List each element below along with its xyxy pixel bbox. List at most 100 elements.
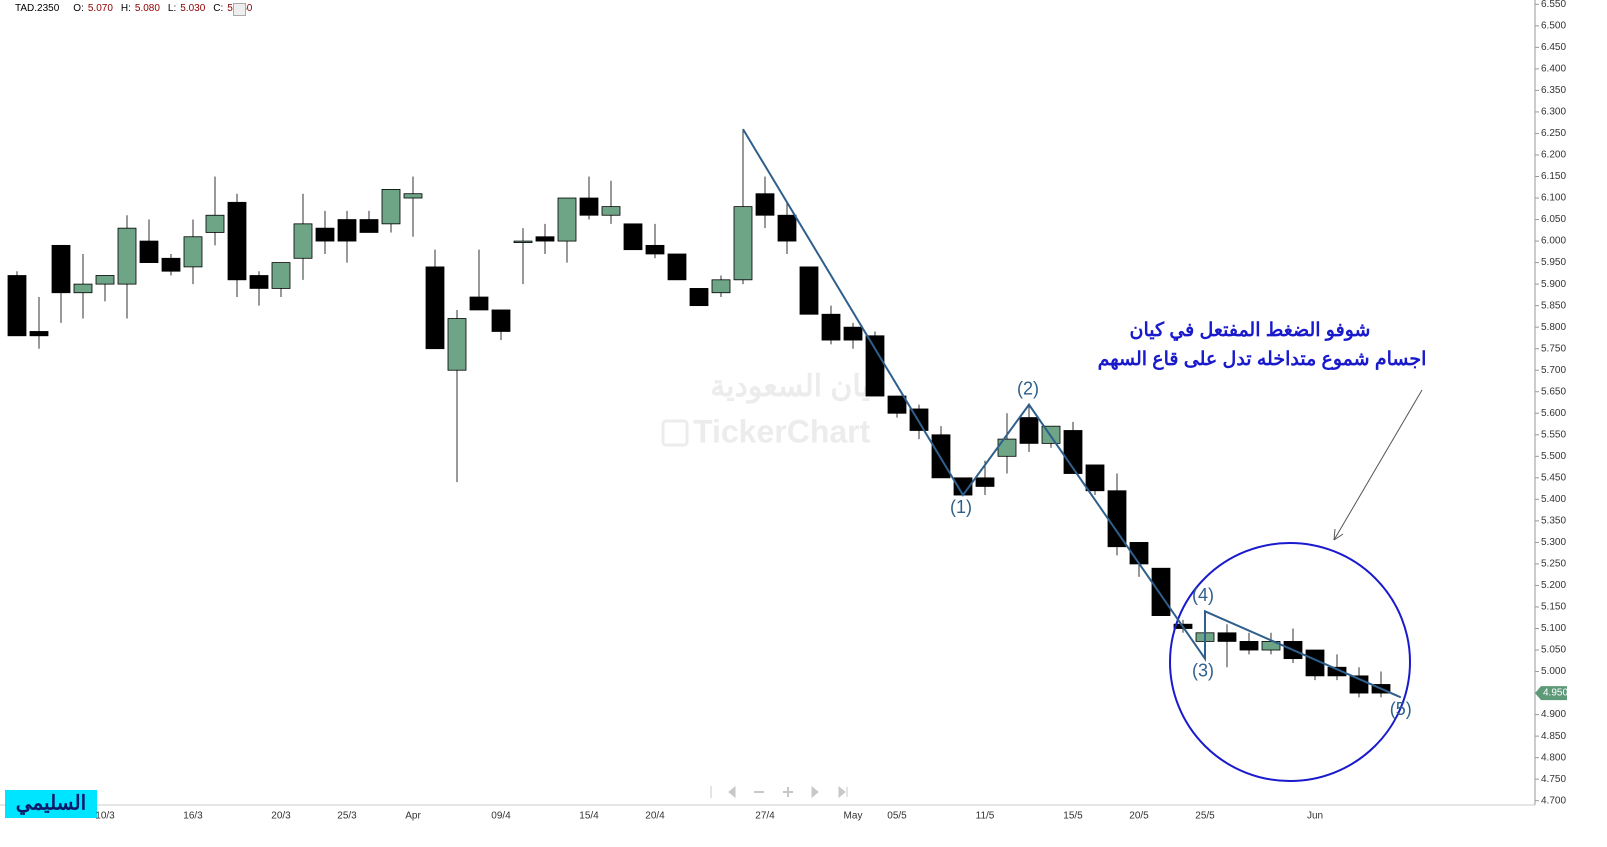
candle-body [29, 331, 49, 337]
candle-body [1239, 641, 1259, 651]
x-tick-label: 25/5 [1195, 811, 1215, 822]
candle-body [755, 193, 775, 216]
y-tick-label: 6.550 [1541, 0, 1566, 10]
candle-body [359, 219, 379, 233]
legend-value: 5.080 [134, 3, 160, 14]
y-tick-label: 5.850 [1541, 300, 1566, 311]
plot-area [7, 129, 1391, 698]
candle-body [117, 227, 137, 285]
y-tick-label: 6.450 [1541, 42, 1566, 53]
y-tick-label: 6.400 [1541, 64, 1566, 75]
y-tick-label: 6.500 [1541, 20, 1566, 31]
annotation-text: اجسام شموع متداخله تدل على قاع السهم [1098, 349, 1427, 370]
candle-body [535, 236, 555, 242]
navigation-bar[interactable] [710, 785, 848, 799]
wave-label: (5) [1390, 699, 1412, 719]
signature: السليمي [16, 792, 86, 815]
candle-body [337, 219, 357, 242]
signature-box [5, 790, 97, 818]
y-tick-label: 5.500 [1541, 451, 1566, 462]
arrow-head [1333, 528, 1344, 541]
candle-body [491, 309, 511, 332]
watermark-text: يان السعودية [710, 370, 870, 404]
nav-end[interactable] [838, 785, 848, 799]
candle-body [447, 318, 467, 371]
y-tick-label: 4.900 [1541, 709, 1566, 720]
legend-key: L: [167, 3, 177, 14]
y-tick-label: 5.000 [1541, 666, 1566, 677]
candle-body [315, 227, 335, 242]
candle-body [1327, 666, 1347, 677]
nav-zoom-in[interactable] [783, 787, 793, 797]
candle-body [73, 283, 93, 294]
candle-body [1085, 464, 1105, 492]
y-tick-label: 5.250 [1541, 559, 1566, 570]
legend-value: 5.070 [87, 3, 113, 14]
candle-body [7, 275, 27, 337]
candle-body [975, 477, 995, 487]
wave-label: (4) [1192, 585, 1214, 605]
annotation-text: شوفو الضغط المفتعل في كيان [1130, 320, 1371, 342]
y-tick-label: 6.000 [1541, 236, 1566, 247]
candle-body [425, 266, 445, 350]
x-tick-label: 15/5 [1063, 811, 1083, 822]
candle-body [381, 189, 401, 225]
nav-next[interactable] [811, 785, 819, 799]
y-tick-label: 5.050 [1541, 645, 1566, 656]
y-tick-label: 5.300 [1541, 537, 1566, 548]
candle-body [887, 395, 907, 414]
y-tick-label: 6.200 [1541, 150, 1566, 161]
y-tick-label: 5.400 [1541, 494, 1566, 505]
candle-body [689, 288, 709, 307]
y-tick-label: 6.100 [1541, 193, 1566, 204]
y-tick-label: 5.200 [1541, 580, 1566, 591]
wave-label: (3) [1192, 660, 1214, 680]
candle-body [645, 244, 665, 255]
candle-body [1107, 490, 1127, 548]
candle-body [865, 335, 885, 397]
y-tick-label: 5.450 [1541, 472, 1566, 483]
legend-toggle[interactable] [233, 3, 246, 16]
x-tick-label: Jun [1307, 811, 1323, 822]
y-tick-label: 4.700 [1541, 795, 1566, 806]
x-tick-label: 27/4 [755, 811, 775, 822]
last-price-tag [1535, 686, 1567, 701]
wave-label: (1) [950, 497, 972, 517]
y-tick-label: 5.900 [1541, 279, 1566, 290]
y-tick-label: 5.600 [1541, 408, 1566, 419]
legend-key: O: [73, 3, 84, 14]
candle-body [667, 253, 687, 281]
y-tick-label: 5.350 [1541, 516, 1566, 527]
nav-prev[interactable] [728, 785, 736, 799]
x-tick-label: 11/5 [976, 811, 995, 822]
x-tick-label: May [844, 811, 863, 822]
y-tick-label: 6.250 [1541, 128, 1566, 139]
watermark-logo: TickerChart [693, 413, 871, 449]
x-tick-label: 25/3 [337, 811, 357, 822]
x-tick-label: 20/5 [1129, 811, 1149, 822]
candle-body [799, 266, 819, 315]
wave-line [742, 128, 1402, 699]
candle-body [95, 275, 115, 285]
candle-body [733, 206, 753, 281]
candle-body [513, 240, 533, 243]
y-tick-label: 6.150 [1541, 171, 1566, 182]
arrow [1333, 389, 1423, 541]
candle-body [843, 326, 863, 341]
y-tick-label: 5.800 [1541, 322, 1566, 333]
candle-body [557, 197, 577, 242]
candle-body [469, 296, 489, 311]
candle-body [51, 244, 71, 294]
y-tick-label: 5.650 [1541, 386, 1566, 397]
candle-body [139, 240, 159, 263]
x-tick-label: 20/4 [645, 811, 665, 822]
y-tick-label: 5.550 [1541, 429, 1566, 440]
wave-label: (2) [1017, 378, 1039, 398]
candle-body [403, 193, 423, 199]
candle-body [579, 197, 599, 216]
candle-body [997, 438, 1017, 457]
highlight-circle [1169, 542, 1411, 782]
